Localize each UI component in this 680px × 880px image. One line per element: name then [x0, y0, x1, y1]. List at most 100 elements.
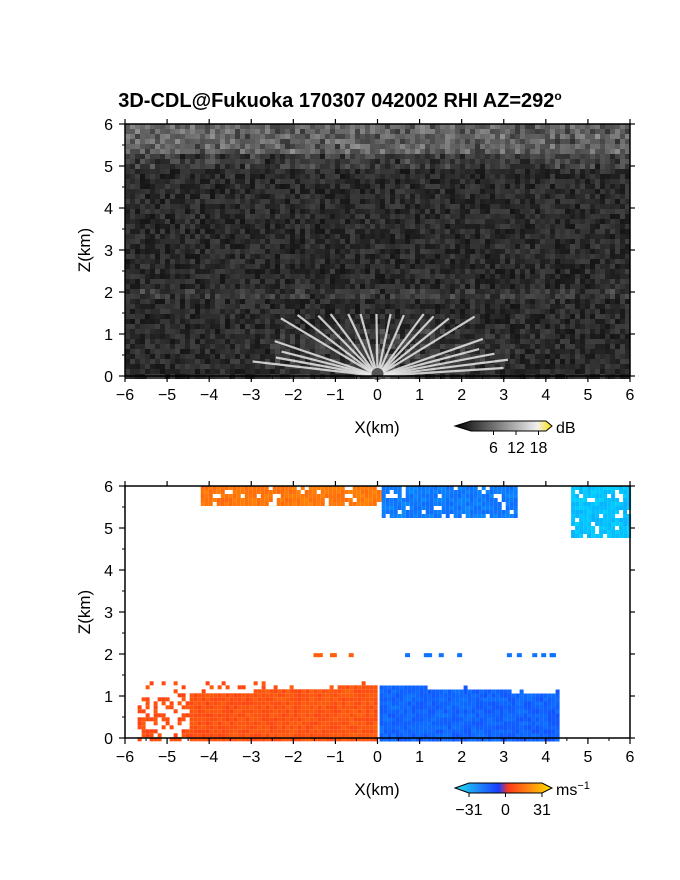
reflectivity-cell	[405, 199, 410, 204]
reflectivity-cell	[485, 314, 490, 319]
reflectivity-cell	[285, 194, 290, 199]
reflectivity-cell	[335, 269, 340, 274]
reflectivity-cell	[155, 124, 160, 129]
reflectivity-cell	[240, 139, 245, 144]
reflectivity-cell	[260, 299, 265, 304]
reflectivity-cell	[315, 259, 320, 264]
reflectivity-cell	[185, 284, 190, 289]
reflectivity-cell	[570, 194, 575, 199]
reflectivity-cell	[460, 314, 465, 319]
reflectivity-cell	[280, 124, 285, 129]
reflectivity-cell	[180, 219, 185, 224]
reflectivity-cell	[270, 259, 275, 264]
reflectivity-cell	[180, 229, 185, 234]
reflectivity-cell	[370, 194, 375, 199]
reflectivity-cell	[460, 359, 465, 364]
reflectivity-cell	[370, 209, 375, 214]
reflectivity-cell	[230, 154, 235, 159]
reflectivity-cell	[600, 284, 605, 289]
reflectivity-cell	[140, 174, 145, 179]
reflectivity-cell	[350, 324, 355, 329]
reflectivity-cell	[405, 219, 410, 224]
reflectivity-cell	[155, 264, 160, 269]
reflectivity-cell	[565, 284, 570, 289]
reflectivity-cell	[205, 174, 210, 179]
reflectivity-cell	[510, 269, 515, 274]
reflectivity-cell	[550, 224, 555, 229]
reflectivity-cell	[610, 234, 615, 239]
reflectivity-cell	[450, 219, 455, 224]
reflectivity-cell	[185, 239, 190, 244]
reflectivity-cell	[430, 229, 435, 234]
reflectivity-cell	[620, 334, 625, 339]
reflectivity-cell	[470, 284, 475, 289]
reflectivity-cell	[430, 264, 435, 269]
reflectivity-cell	[425, 199, 430, 204]
reflectivity-cell	[525, 274, 530, 279]
reflectivity-cell	[225, 304, 230, 309]
reflectivity-cell	[445, 264, 450, 269]
reflectivity-cell	[485, 264, 490, 269]
reflectivity-cell	[525, 349, 530, 354]
reflectivity-cell	[225, 224, 230, 229]
reflectivity-cell	[390, 279, 395, 284]
reflectivity-cell	[315, 324, 320, 329]
reflectivity-cell	[600, 199, 605, 204]
reflectivity-cell	[480, 244, 485, 249]
reflectivity-cell	[285, 284, 290, 289]
reflectivity-cell	[400, 229, 405, 234]
reflectivity-cell	[430, 304, 435, 309]
reflectivity-cell	[155, 199, 160, 204]
reflectivity-cell	[360, 174, 365, 179]
reflectivity-cell	[305, 164, 310, 169]
reflectivity-cell	[590, 314, 595, 319]
reflectivity-cell	[480, 174, 485, 179]
reflectivity-cell	[250, 319, 255, 324]
reflectivity-cell	[595, 139, 600, 144]
reflectivity-cell	[405, 264, 410, 269]
reflectivity-cell	[420, 214, 425, 219]
reflectivity-cell	[250, 224, 255, 229]
reflectivity-cell	[610, 249, 615, 254]
reflectivity-cell	[505, 189, 510, 194]
reflectivity-cell	[175, 164, 180, 169]
reflectivity-cell	[495, 319, 500, 324]
reflectivity-cell	[485, 194, 490, 199]
reflectivity-cell	[225, 259, 230, 264]
reflectivity-cell	[435, 174, 440, 179]
reflectivity-cell	[285, 204, 290, 209]
reflectivity-cell	[270, 249, 275, 254]
reflectivity-cell	[295, 234, 300, 239]
reflectivity-cell	[155, 219, 160, 224]
reflectivity-cell	[625, 124, 630, 129]
reflectivity-cell	[280, 144, 285, 149]
reflectivity-cell	[175, 179, 180, 184]
reflectivity-cell	[270, 199, 275, 204]
reflectivity-cell	[490, 234, 495, 239]
reflectivity-cell	[610, 334, 615, 339]
reflectivity-cell	[505, 184, 510, 189]
reflectivity-cell	[340, 334, 345, 339]
reflectivity-cell	[360, 144, 365, 149]
reflectivity-cell	[495, 354, 500, 359]
reflectivity-cell	[570, 154, 575, 159]
reflectivity-cell	[250, 334, 255, 339]
reflectivity-cell	[440, 264, 445, 269]
reflectivity-cell	[465, 214, 470, 219]
reflectivity-cell	[605, 214, 610, 219]
reflectivity-cell	[275, 194, 280, 199]
reflectivity-cell	[555, 304, 560, 309]
reflectivity-cell	[445, 204, 450, 209]
reflectivity-cell	[310, 249, 315, 254]
reflectivity-cell	[135, 269, 140, 274]
reflectivity-cell	[240, 304, 245, 309]
reflectivity-cell	[620, 189, 625, 194]
reflectivity-cell	[150, 204, 155, 209]
reflectivity-cell	[300, 344, 305, 349]
reflectivity-cell	[410, 329, 415, 334]
reflectivity-cell	[375, 154, 380, 159]
reflectivity-cell	[250, 279, 255, 284]
reflectivity-cell	[490, 134, 495, 139]
reflectivity-cell	[150, 219, 155, 224]
reflectivity-cell	[210, 284, 215, 289]
